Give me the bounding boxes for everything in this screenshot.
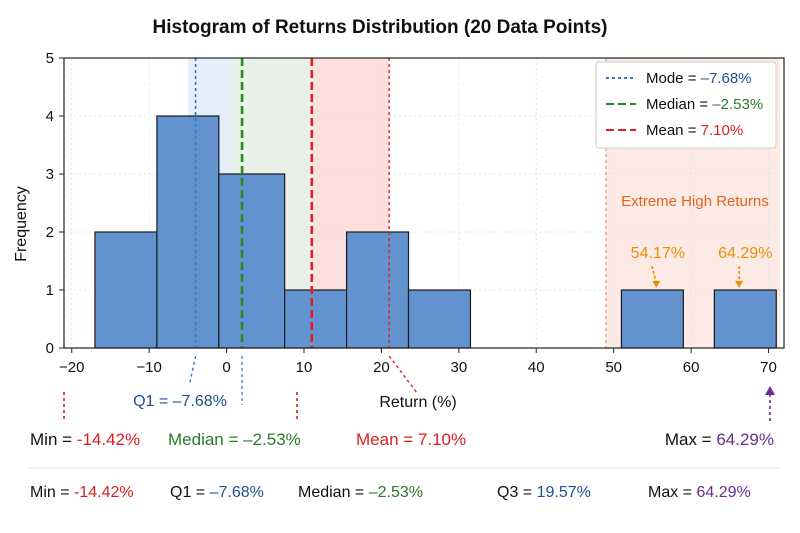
histogram-bar [218, 173, 286, 349]
outlier-arrow-head [652, 280, 661, 288]
legend-item-value: –2.53% [712, 96, 763, 113]
stat-value: –2.53% [369, 484, 423, 501]
x-tick-label: 70 [760, 359, 777, 376]
stat-label: Q3 = [497, 484, 537, 501]
stat-label: Max = [648, 484, 696, 501]
x-tick-label: 60 [683, 359, 700, 376]
stat-row2-item: Max = 64.29% [648, 484, 751, 501]
stat-value: 64.29% [696, 484, 750, 501]
stat-label: Min = [30, 484, 74, 501]
stat-label: Q1 = [170, 484, 210, 501]
outlier-label: 54.17% [631, 245, 685, 262]
stat-row1-item: Mean = 7.10% [356, 430, 466, 449]
y-tick-label: 0 [46, 340, 54, 357]
chart-title: Histogram of Returns Distribution (20 Da… [153, 17, 608, 38]
y-axis-label: Frequency [13, 186, 30, 262]
plot-frame [63, 57, 785, 349]
stat-value: 19.57% [537, 484, 591, 501]
legend-item: Mode = –7.68% [646, 70, 752, 87]
stat-value: –2.53% [243, 430, 301, 449]
legend-item-label: Mean = [646, 122, 701, 139]
histogram-bar [284, 289, 348, 349]
x-tick-label: 30 [450, 359, 467, 376]
histogram-bar [620, 289, 684, 349]
extreme-returns-label: Extreme High Returns [621, 193, 769, 210]
histogram-bar [345, 231, 410, 349]
stat-row2-item: Min = -14.42% [30, 484, 134, 501]
x-axis-label: Return (%) [379, 394, 456, 411]
stat-row1-item: Min = -14.42% [30, 430, 140, 449]
y-tick-label: 5 [46, 50, 54, 67]
legend-item: Mean = 7.10% [646, 122, 743, 139]
stat-value: 64.29% [716, 430, 774, 449]
histogram-bar [713, 289, 777, 349]
stat-row1-item: Max = 64.29% [665, 430, 774, 449]
legend-item-value: 7.10% [701, 122, 744, 139]
stat-value: 7.10% [418, 430, 466, 449]
q1-connector [188, 355, 197, 385]
y-tick-label: 1 [46, 282, 54, 299]
outlier-label: 64.29% [718, 245, 772, 262]
y-tick-label: 3 [46, 166, 54, 183]
x-tick-label: 0 [222, 359, 230, 376]
x-tick-label: −20 [59, 359, 84, 376]
legend-item-value: –7.68% [701, 70, 752, 87]
legend-item-label: Mode = [646, 70, 701, 87]
stat-row1-item: Median = –2.53% [168, 430, 301, 449]
outlier-arrow [651, 265, 658, 284]
q1-label: Q1 = –7.68% [133, 393, 227, 410]
histogram-bar [94, 231, 158, 349]
y-tick-label: 4 [46, 108, 54, 125]
mean-connector [388, 355, 417, 393]
x-tick-label: 50 [605, 359, 622, 376]
stat-label: Max = [665, 430, 717, 449]
stat-value: –7.68% [210, 484, 264, 501]
histogram-bar [156, 115, 220, 349]
x-tick-label: 20 [373, 359, 390, 376]
outlier-arrow-head [735, 280, 744, 288]
histogram-bar [407, 289, 472, 349]
y-tick-label: 2 [46, 224, 54, 241]
legend: Mode = –7.68% Median = –2.53% Mean = 7.10% [595, 61, 777, 149]
stat-label: Median = [298, 484, 369, 501]
stat-row2-item: Q3 = 19.57% [497, 484, 591, 501]
stat-row2-item: Q1 = –7.68% [170, 484, 264, 501]
legend-box [595, 61, 777, 149]
stat-value: -14.42% [74, 484, 134, 501]
x-tick-label: 10 [296, 359, 313, 376]
stat-value: -14.42% [77, 430, 140, 449]
legend-item: Median = –2.53% [646, 96, 763, 113]
max-arrow-head [765, 386, 775, 395]
stat-label: Mean = [356, 430, 418, 449]
legend-item-label: Median = [646, 96, 712, 113]
stat-label: Min = [30, 430, 77, 449]
x-tick-label: −10 [136, 359, 161, 376]
stat-label: Median = [168, 430, 243, 449]
stat-row2-item: Median = –2.53% [298, 484, 423, 501]
x-tick-label: 40 [528, 359, 545, 376]
